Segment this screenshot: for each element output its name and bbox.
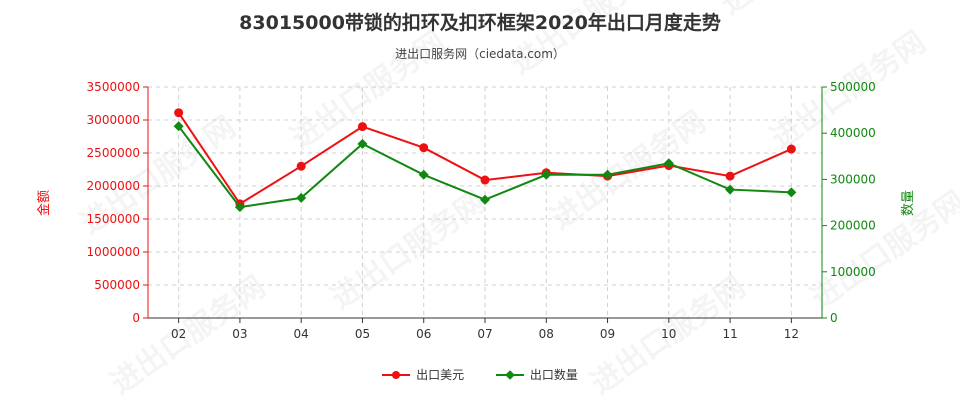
data-point-quantity <box>357 138 368 149</box>
y-right-axis-label: 数量 <box>901 190 916 216</box>
y-left-tick-label: 500000 <box>94 278 140 292</box>
data-point-usd <box>357 122 367 132</box>
y-right-tick-label: 200000 <box>830 219 876 233</box>
data-point-quantity <box>418 169 429 180</box>
legend-label-quantity: 出口数量 <box>529 368 578 382</box>
chart-legend: 出口美元 出口数量 <box>0 366 960 384</box>
x-tick-label: 05 <box>355 327 370 341</box>
y-left-axis-label: 金额 <box>36 190 52 216</box>
chart-title: 83015000带锁的扣环及扣环框架2020年出口月度走势 <box>239 12 721 34</box>
x-tick-label: 08 <box>539 327 554 341</box>
y-left-tick-label: 2500000 <box>87 146 140 160</box>
data-point-quantity <box>663 158 674 169</box>
y-left-tick-label: 1500000 <box>87 212 140 226</box>
data-point-quantity <box>234 202 245 213</box>
y-left-tick-label: 0 <box>132 311 140 325</box>
y-left-tick-label: 3500000 <box>87 80 140 94</box>
data-point-quantity <box>296 192 307 203</box>
chart-subtitle: 进出口服务网（ciedata.com） <box>395 47 565 61</box>
data-point-usd <box>296 161 306 171</box>
watermark-text: 进出口服务网 <box>285 25 453 157</box>
watermark-text: 进出口服务网 <box>505 0 673 82</box>
data-point-quantity <box>173 121 184 132</box>
y-left-tick-label: 2000000 <box>87 179 140 193</box>
x-tick-label: 11 <box>722 327 737 341</box>
x-tick-label: 09 <box>600 327 615 341</box>
y-right-tick-label: 100000 <box>830 265 876 279</box>
legend-label-usd: 出口美元 <box>416 368 465 382</box>
x-tick-label: 06 <box>416 327 431 341</box>
data-point-usd <box>480 175 490 185</box>
y-right-tick-label: 500000 <box>830 80 876 94</box>
y-left-tick-label: 1000000 <box>87 245 140 259</box>
data-point-quantity <box>602 169 613 180</box>
watermark-text: 进出口服务网 <box>715 0 883 22</box>
data-point-quantity <box>786 187 797 198</box>
x-tick-label: 10 <box>661 327 676 341</box>
legend-item-quantity[interactable]: 出口数量 <box>495 366 578 383</box>
x-tick-label: 02 <box>171 327 186 341</box>
data-point-usd <box>174 108 184 118</box>
y-right-tick-label: 400000 <box>830 126 876 140</box>
data-point-quantity <box>541 169 552 180</box>
legend-swatch-quantity <box>495 369 524 381</box>
x-tick-label: 03 <box>232 327 247 341</box>
y-right-tick-label: 300000 <box>830 172 876 186</box>
data-point-usd <box>419 143 429 153</box>
legend-item-usd[interactable]: 出口美元 <box>382 366 464 383</box>
y-left-tick-label: 3000000 <box>87 113 140 127</box>
x-tick-label: 12 <box>784 327 799 341</box>
watermark-text: 进出口服务网 <box>325 185 493 317</box>
legend-swatch-usd <box>382 369 411 381</box>
y-right-tick-label: 0 <box>830 311 838 325</box>
data-point-quantity <box>725 184 736 195</box>
data-point-usd <box>725 171 735 181</box>
x-tick-label: 04 <box>294 327 309 341</box>
data-point-usd <box>786 144 796 154</box>
watermark-text: 进出口服务网 <box>805 185 960 317</box>
x-tick-label: 07 <box>477 327 492 341</box>
data-point-quantity <box>480 194 490 205</box>
